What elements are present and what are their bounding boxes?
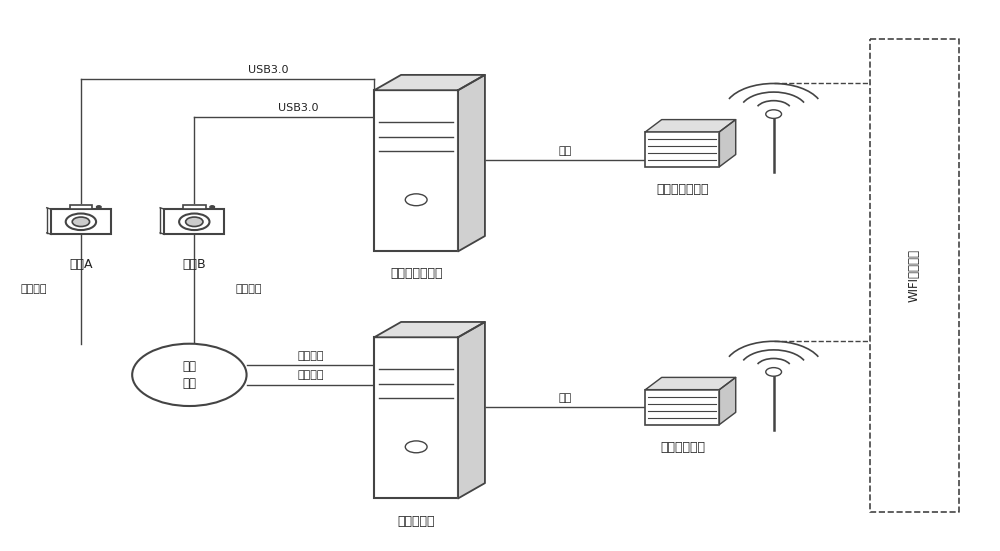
Text: 同步信号: 同步信号 bbox=[297, 351, 324, 361]
Circle shape bbox=[96, 206, 101, 208]
Text: 同步信号: 同步信号 bbox=[20, 284, 47, 294]
Polygon shape bbox=[719, 377, 736, 425]
Text: 同步信号: 同步信号 bbox=[297, 370, 324, 380]
Polygon shape bbox=[458, 322, 485, 499]
Bar bbox=[183, 205, 206, 209]
Polygon shape bbox=[458, 75, 485, 251]
Polygon shape bbox=[374, 322, 485, 337]
Text: 控制计算机: 控制计算机 bbox=[397, 515, 435, 527]
Circle shape bbox=[405, 441, 427, 453]
Bar bbox=[374, 337, 458, 499]
Circle shape bbox=[66, 214, 96, 230]
Text: WIFI信号桥接: WIFI信号桥接 bbox=[908, 249, 921, 302]
Text: 网线: 网线 bbox=[559, 393, 572, 403]
Text: USB3.0: USB3.0 bbox=[248, 65, 289, 75]
Text: 转台
滑环: 转台 滑环 bbox=[182, 360, 196, 390]
Text: 相机A: 相机A bbox=[69, 258, 93, 271]
Bar bbox=[645, 390, 719, 425]
Bar bbox=[70, 205, 92, 209]
Text: USB3.0: USB3.0 bbox=[278, 102, 318, 113]
Text: 同步信号: 同步信号 bbox=[235, 284, 262, 294]
Circle shape bbox=[766, 110, 782, 118]
Polygon shape bbox=[719, 120, 736, 167]
Circle shape bbox=[72, 217, 90, 226]
Circle shape bbox=[405, 194, 427, 206]
Polygon shape bbox=[374, 75, 485, 90]
Bar bbox=[645, 132, 719, 167]
Text: 图像采集计算机: 图像采集计算机 bbox=[390, 267, 442, 280]
Bar bbox=[374, 90, 458, 251]
Text: 网线: 网线 bbox=[559, 145, 572, 156]
Text: 相机B: 相机B bbox=[182, 258, 206, 271]
Circle shape bbox=[186, 217, 203, 226]
Circle shape bbox=[210, 206, 215, 208]
Bar bbox=[164, 209, 224, 234]
Text: 主无线路由器: 主无线路由器 bbox=[660, 441, 705, 453]
Polygon shape bbox=[645, 377, 736, 390]
Circle shape bbox=[132, 344, 247, 406]
Circle shape bbox=[766, 368, 782, 376]
Text: 桥接无线路由器: 桥接无线路由器 bbox=[656, 183, 709, 196]
Polygon shape bbox=[645, 120, 736, 132]
Circle shape bbox=[179, 214, 209, 230]
Bar bbox=[51, 209, 111, 234]
